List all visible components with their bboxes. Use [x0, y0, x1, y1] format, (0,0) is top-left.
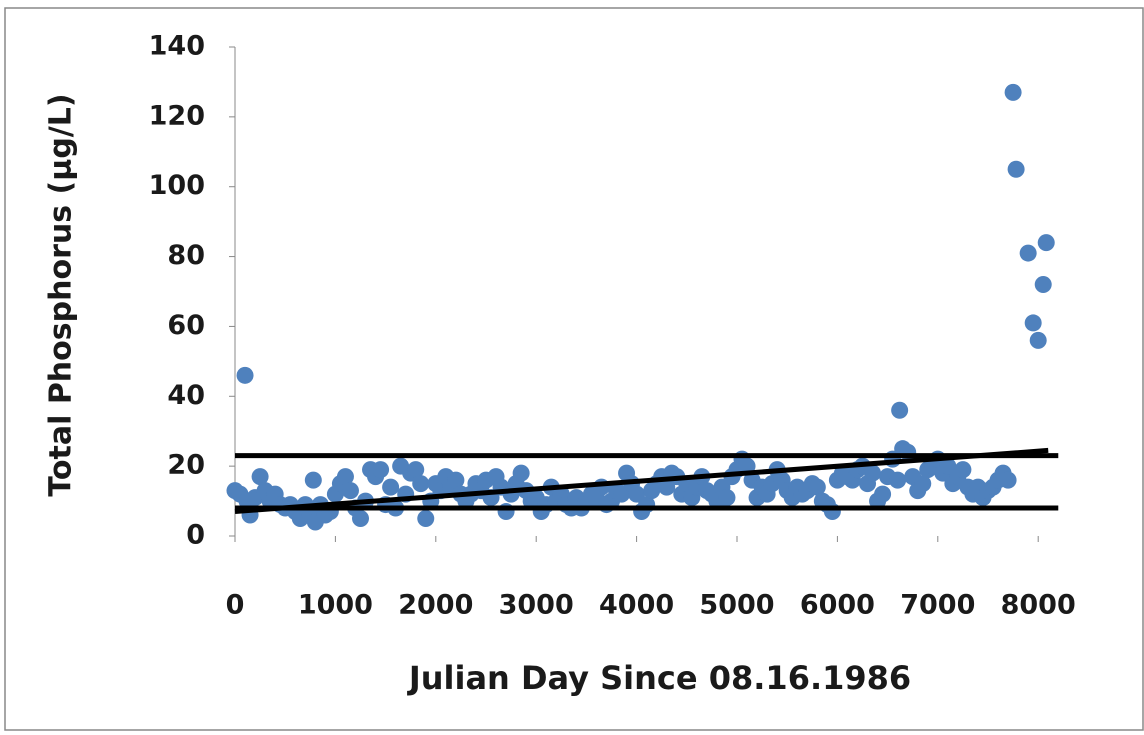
data-point — [891, 401, 909, 419]
data-point — [372, 461, 390, 479]
x-tick-label: 8000 — [1001, 590, 1076, 621]
data-point — [999, 471, 1017, 489]
data-point — [914, 475, 932, 493]
data-point — [1024, 314, 1042, 332]
y-tick-label: 60 — [167, 310, 205, 341]
x-tick-label: 6000 — [800, 590, 875, 621]
data-point — [336, 468, 354, 486]
x-tick-label: 7000 — [900, 590, 975, 621]
data-point — [718, 489, 736, 507]
data-point — [613, 485, 631, 503]
data-point — [352, 510, 369, 528]
y-tick-label: 140 — [149, 31, 205, 62]
y-tick-label: 0 — [186, 520, 205, 551]
chart-frame — [4, 7, 1144, 731]
y-tick-label: 120 — [149, 100, 205, 131]
data-point — [407, 461, 425, 479]
data-point — [658, 478, 676, 496]
data-point — [412, 475, 430, 493]
data-point — [1019, 244, 1037, 262]
y-tick-label: 80 — [167, 240, 205, 271]
x-tick-label: 4000 — [599, 590, 674, 621]
data-point — [1029, 331, 1047, 349]
data-point — [341, 482, 359, 500]
y-tick-label: 20 — [167, 450, 205, 481]
reference-line — [234, 447, 1049, 515]
x-tick-label: 3000 — [499, 590, 574, 621]
data-point — [304, 471, 322, 489]
x-tick-label: 5000 — [699, 590, 774, 621]
y-axis-label: Total Phosphorus (µg/L) — [44, 93, 79, 496]
x-axis-label: Julian Day Since 08.16.1986 — [407, 659, 911, 697]
data-point — [889, 471, 907, 489]
data-point — [1034, 276, 1052, 294]
data-point — [864, 464, 882, 482]
data-point — [1037, 234, 1055, 252]
data-point — [512, 464, 530, 482]
data-point — [417, 510, 435, 528]
data-point — [1004, 83, 1022, 101]
data-point — [236, 366, 254, 384]
x-tick-label: 0 — [226, 590, 245, 621]
y-tick-label: 40 — [167, 380, 205, 411]
data-point — [382, 478, 400, 496]
y-tick-label: 100 — [149, 170, 205, 201]
x-tick-label: 1000 — [298, 590, 373, 621]
data-point — [251, 468, 269, 486]
data-point — [1007, 160, 1025, 178]
data-point — [939, 457, 957, 475]
x-tick-label: 2000 — [398, 590, 473, 621]
data-point — [954, 461, 972, 479]
data-point — [808, 478, 826, 496]
data-point — [628, 485, 646, 503]
data-point — [874, 485, 892, 503]
data-point — [447, 471, 465, 489]
